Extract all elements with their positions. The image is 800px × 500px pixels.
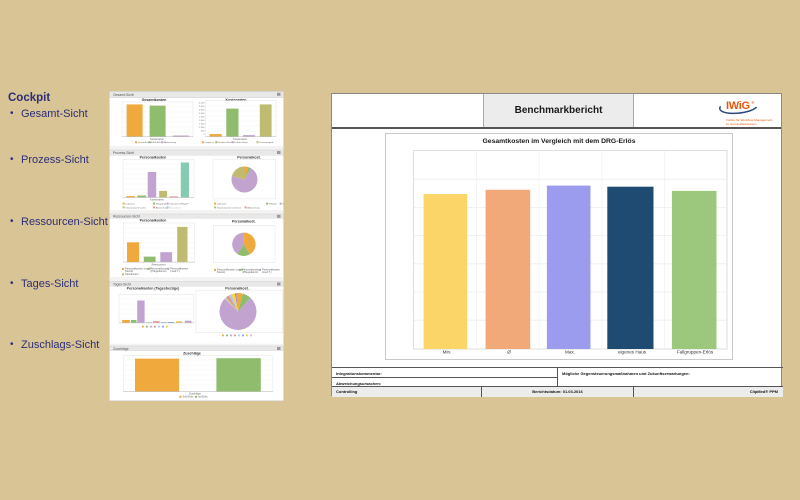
svg-text:Ist-Erlös: Ist-Erlös xyxy=(198,395,208,399)
svg-text:Gesamt-Sicht: Gesamt-Sicht xyxy=(113,93,134,97)
svg-text:DRG-Erlös: DRG-Erlös xyxy=(151,141,162,144)
svg-text:Gesamtkosten: Gesamtkosten xyxy=(138,141,153,144)
svg-text:IWiG: IWiG xyxy=(726,100,750,112)
svg-text:®: ® xyxy=(752,101,755,105)
svg-text:Kostenarten: Kostenarten xyxy=(150,137,165,141)
svg-text:Dienst): Dienst) xyxy=(125,269,133,273)
svg-text:Läborarzt: Läborarzt xyxy=(217,203,227,206)
svg-text:Zusatzentgelte: Zusatzentgelte xyxy=(259,141,274,144)
svg-text:Zuschläge: Zuschläge xyxy=(183,351,201,355)
svg-text:Abweichung: Abweichung xyxy=(247,206,260,209)
svg-text:(med.T.): (med.T.) xyxy=(170,269,180,273)
svg-text:(Pflegedienst): (Pflegedienst) xyxy=(151,269,167,273)
svg-text:Pflegekr.: Pflegekr. xyxy=(269,203,278,206)
svg-text:Läborarzt: Läborarzt xyxy=(125,203,135,206)
svg-text:Oper.: Oper. xyxy=(282,203,284,206)
svg-text:Institut für Workflow-Manageme: Institut für Workflow-Management xyxy=(726,118,772,122)
svg-text:Abweichung: Abweichung xyxy=(164,141,177,144)
svg-text:Personalkosten: Personalkosten xyxy=(262,267,280,271)
svg-text:Ø: Ø xyxy=(507,350,511,355)
svg-text:Personalkosten (mediz.: Personalkosten (mediz. xyxy=(217,267,244,271)
svg-text:Personalkost.: Personalkost. xyxy=(237,155,261,159)
svg-text:Max.: Max. xyxy=(565,350,575,355)
svg-text:Personalkost.: Personalkost. xyxy=(225,287,249,291)
svg-text:Stationskärzte/-ärztinnen: Stationskärzte/-ärztinnen xyxy=(217,206,242,209)
svg-text:3.000: 3.000 xyxy=(199,113,205,115)
svg-text:Stationskärzte/-ärztin.: Stationskärzte/-ärztin. xyxy=(125,206,147,209)
svg-text:Personalkosten: Personalkosten xyxy=(140,218,167,222)
svg-text:Sachkosten: Sachkosten xyxy=(125,272,139,276)
svg-text:Operation (Pflege/P.: Operation (Pflege/P. xyxy=(169,203,189,206)
svg-text:Sondern-Einzelk.: Sondern-Einzelk. xyxy=(218,141,235,144)
svg-text:Gesamtkosten: Gesamtkosten xyxy=(142,98,167,102)
svg-text:Abweichung: Abweichung xyxy=(156,206,169,209)
svg-text:4.000: 4.000 xyxy=(199,106,205,108)
svg-text:2.500: 2.500 xyxy=(199,117,205,119)
svg-text:(med.T.): (med.T.) xyxy=(262,270,272,274)
svg-text:Liegezeit: Liegezeit xyxy=(205,141,214,144)
svg-text:Personalkost.: Personalkost. xyxy=(232,219,256,223)
svg-text:Min.: Min. xyxy=(443,350,452,355)
svg-text:Zuschläge: Zuschläge xyxy=(189,391,202,395)
svg-text:500: 500 xyxy=(201,131,205,133)
svg-text:Personalkosten: Personalkosten xyxy=(140,155,167,159)
svg-text:Pflegekräfte: Pflegekräfte xyxy=(156,203,168,206)
svg-text:(Pflegedienst): (Pflegedienst) xyxy=(242,270,258,274)
svg-text:Tages-Sicht: Tages-Sicht xyxy=(113,282,131,286)
svg-text:Ressourcen: Ressourcen xyxy=(152,262,166,266)
svg-text:Soll-Erlös: Soll-Erlös xyxy=(182,395,194,399)
svg-text:0: 0 xyxy=(203,134,205,136)
svg-text:Kostenarten: Kostenarten xyxy=(233,137,248,141)
svg-text:Fallgruppen-Erlös: Fallgruppen-Erlös xyxy=(677,350,714,355)
svg-text:Kostenarten: Kostenarten xyxy=(226,98,247,102)
svg-text:Dienst): Dienst) xyxy=(217,270,225,274)
svg-text:Prozess-Sicht: Prozess-Sicht xyxy=(113,151,134,155)
svg-text:Personalkosten: Personalkosten xyxy=(151,266,169,270)
svg-text:4.500: 4.500 xyxy=(199,103,205,105)
svg-text:3.500: 3.500 xyxy=(199,110,205,112)
svg-text:2.000: 2.000 xyxy=(199,120,205,122)
svg-text:Personalkosten (Tagesbezüge): Personalkosten (Tagesbezüge) xyxy=(127,287,180,291)
svg-text:Ressourcen-Sicht: Ressourcen-Sicht xyxy=(113,215,140,219)
svg-text:im Gesundheitswesen: im Gesundheitswesen xyxy=(726,122,757,126)
svg-text:Personalkosten (mediz.: Personalkosten (mediz. xyxy=(125,266,152,270)
svg-text:Besonderes: Besonderes xyxy=(169,206,182,209)
svg-text:eigenes Haus: eigenes Haus xyxy=(618,350,647,355)
svg-text:Personalkosten: Personalkosten xyxy=(242,267,260,271)
svg-text:Fallzuschläge: Fallzuschläge xyxy=(234,142,248,144)
svg-text:Kostenarten: Kostenarten xyxy=(150,198,165,202)
svg-text:Zuschläge: Zuschläge xyxy=(113,347,129,351)
svg-text:1.000: 1.000 xyxy=(199,127,205,129)
svg-text:Personalkosten: Personalkosten xyxy=(170,266,188,270)
svg-text:1.500: 1.500 xyxy=(199,124,205,126)
